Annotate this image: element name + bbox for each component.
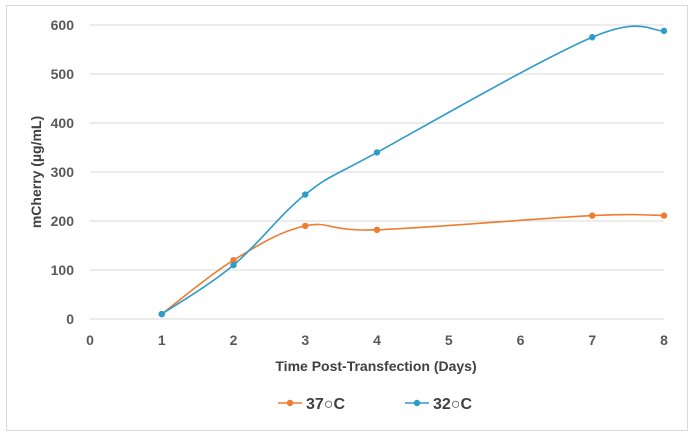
- series-line-0: [161, 213, 665, 315]
- legend-label: 37○C: [306, 396, 345, 413]
- data-point: [373, 226, 381, 234]
- y-axis-ticks: 0 100 200 300 400 500 600: [51, 17, 75, 327]
- chart-frame: [6, 5, 688, 431]
- y-tick-label: 300: [51, 164, 75, 180]
- series-line-1: [161, 25, 665, 315]
- y-tick-label: 500: [51, 66, 75, 82]
- x-tick-label: 6: [517, 332, 525, 348]
- x-tick-label: 7: [588, 332, 596, 348]
- y-axis-label: mCherry (µg/mL): [28, 116, 44, 228]
- y-tick-label: 400: [51, 115, 75, 131]
- data-point: [373, 149, 381, 156]
- x-tick-label: 0: [86, 332, 94, 348]
- data-point: [302, 222, 309, 230]
- x-tick-label: 1: [158, 332, 166, 348]
- y-tick-label: 0: [66, 311, 74, 327]
- legend-label: 32○C: [433, 396, 472, 413]
- legend: 37○C 32○C: [278, 396, 472, 413]
- data-point: [158, 310, 165, 318]
- y-tick-label: 200: [51, 213, 75, 229]
- y-tick-label: 600: [51, 17, 75, 33]
- data-point: [230, 257, 237, 264]
- x-axis-ticks: 0 1 2 3 4 5 6 7 8: [86, 332, 668, 348]
- x-tick-label: 5: [445, 332, 453, 348]
- legend-swatch-marker: [286, 399, 294, 407]
- series-group: [158, 25, 668, 318]
- data-point: [589, 34, 596, 41]
- data-point: [302, 191, 309, 198]
- data-point: [230, 261, 237, 269]
- legend-swatch-marker: [413, 399, 421, 407]
- x-tick-label: 8: [660, 332, 668, 348]
- gridlines: [90, 24, 664, 271]
- x-tick-label: 2: [230, 332, 238, 348]
- y-tick-label: 100: [51, 262, 75, 278]
- data-point: [660, 212, 668, 219]
- x-tick-label: 3: [301, 332, 309, 348]
- data-point: [660, 27, 668, 35]
- x-tick-label: 4: [373, 332, 381, 348]
- data-point: [589, 212, 596, 219]
- x-axis-label: Time Post-Transfection (Days): [275, 358, 476, 374]
